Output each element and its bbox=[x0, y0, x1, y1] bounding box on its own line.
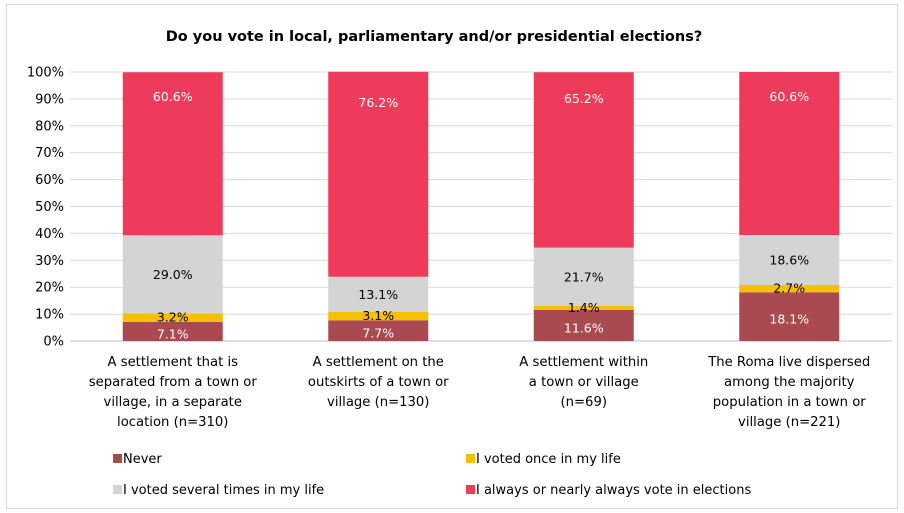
data-label: 60.6% bbox=[153, 89, 193, 104]
bar-segment bbox=[533, 306, 634, 310]
data-label: 2.7% bbox=[773, 281, 805, 296]
data-label: 29.0% bbox=[153, 267, 193, 282]
data-label: 21.7% bbox=[564, 269, 604, 284]
x-category-label: village (n=130) bbox=[327, 395, 429, 410]
chart-frame bbox=[6, 4, 898, 509]
x-category-label: village (n=221) bbox=[738, 415, 840, 430]
x-category-label: location (n=310) bbox=[117, 415, 228, 430]
bar-segment bbox=[328, 320, 429, 341]
x-category-label: (n=69) bbox=[561, 395, 607, 410]
x-category-label: a town or village bbox=[529, 375, 639, 390]
legend-swatch bbox=[113, 454, 122, 463]
y-axis: 0% 10% 20% 30% 40% 50% 60% 70% 80% 90% 100% bbox=[27, 66, 64, 350]
data-label: 65.2% bbox=[564, 91, 604, 106]
y-tick-label: 90% bbox=[35, 92, 64, 107]
y-tick-label: 20% bbox=[35, 281, 64, 296]
legend-swatch bbox=[466, 485, 475, 494]
legend-swatch bbox=[113, 485, 122, 494]
x-category-label: The Roma live dispersed bbox=[707, 355, 870, 370]
bar-segment bbox=[328, 71, 429, 277]
bar-segment bbox=[739, 235, 840, 286]
y-tick-label: 60% bbox=[35, 173, 64, 188]
x-axis: A settlement that is separated from a tow… bbox=[89, 355, 871, 430]
y-tick-label: 70% bbox=[35, 146, 64, 161]
data-label: 18.6% bbox=[769, 253, 809, 268]
y-tick-label: 100% bbox=[27, 66, 64, 81]
data-label: 11.6% bbox=[564, 320, 604, 335]
y-tick-label: 50% bbox=[35, 200, 64, 215]
data-label: 3.2% bbox=[157, 310, 189, 325]
y-tick-label: 0% bbox=[43, 335, 64, 350]
bar-segment bbox=[533, 72, 634, 248]
x-category-label: outskirts of a town or bbox=[308, 375, 449, 390]
data-label: 3.1% bbox=[362, 308, 394, 323]
bar-segment bbox=[739, 72, 840, 236]
legend-label: I always or nearly always vote in electi… bbox=[476, 483, 751, 498]
x-category-label: A settlement that is bbox=[107, 355, 238, 370]
x-category-label: among the majority bbox=[724, 375, 855, 390]
data-labels: 7.1%3.2% 29.0% 60.6% 7.7% 3.1% 13.1% 76.2% 11.6… bbox=[153, 89, 809, 341]
data-label: 13.1% bbox=[358, 287, 398, 302]
data-label: 18.1% bbox=[769, 312, 809, 327]
bar-segment bbox=[739, 292, 840, 341]
data-label: 60.6% bbox=[769, 89, 809, 104]
data-label: 7.1% bbox=[157, 326, 189, 341]
bar-segment bbox=[533, 309, 634, 341]
bar-segment bbox=[122, 235, 223, 314]
x-category-label: village, in a separate bbox=[104, 395, 242, 410]
bar-segment bbox=[122, 313, 223, 322]
x-category-label: separated from a town or bbox=[89, 375, 258, 390]
bars bbox=[122, 71, 840, 341]
y-tick-label: 30% bbox=[35, 254, 64, 269]
y-tick-label: 10% bbox=[35, 308, 64, 323]
legend-swatch bbox=[466, 454, 475, 463]
bar-segment bbox=[328, 276, 429, 312]
legend: Never I voted once in my life I voted seve… bbox=[113, 452, 751, 498]
chart-title: Do you vote in local, parliamentary and/… bbox=[166, 29, 703, 45]
bar-segment bbox=[122, 321, 223, 341]
data-label: 7.7% bbox=[362, 326, 394, 341]
x-category-label: A settlement within bbox=[519, 355, 648, 370]
x-category-label: population in a town or bbox=[713, 395, 866, 410]
y-tick-label: 80% bbox=[35, 119, 64, 134]
bar-segment bbox=[739, 285, 840, 293]
bar-segment bbox=[533, 247, 634, 307]
legend-label: I voted several times in my life bbox=[123, 483, 324, 498]
bar-segment bbox=[328, 311, 429, 321]
bar-segment bbox=[122, 72, 223, 236]
y-tick-label: 40% bbox=[35, 227, 64, 242]
data-label: 76.2% bbox=[358, 95, 398, 110]
legend-label: I voted once in my life bbox=[476, 452, 621, 467]
x-category-label: A settlement on the bbox=[313, 355, 444, 370]
data-label: 1.4% bbox=[568, 300, 600, 315]
legend-label: Never bbox=[123, 452, 162, 467]
